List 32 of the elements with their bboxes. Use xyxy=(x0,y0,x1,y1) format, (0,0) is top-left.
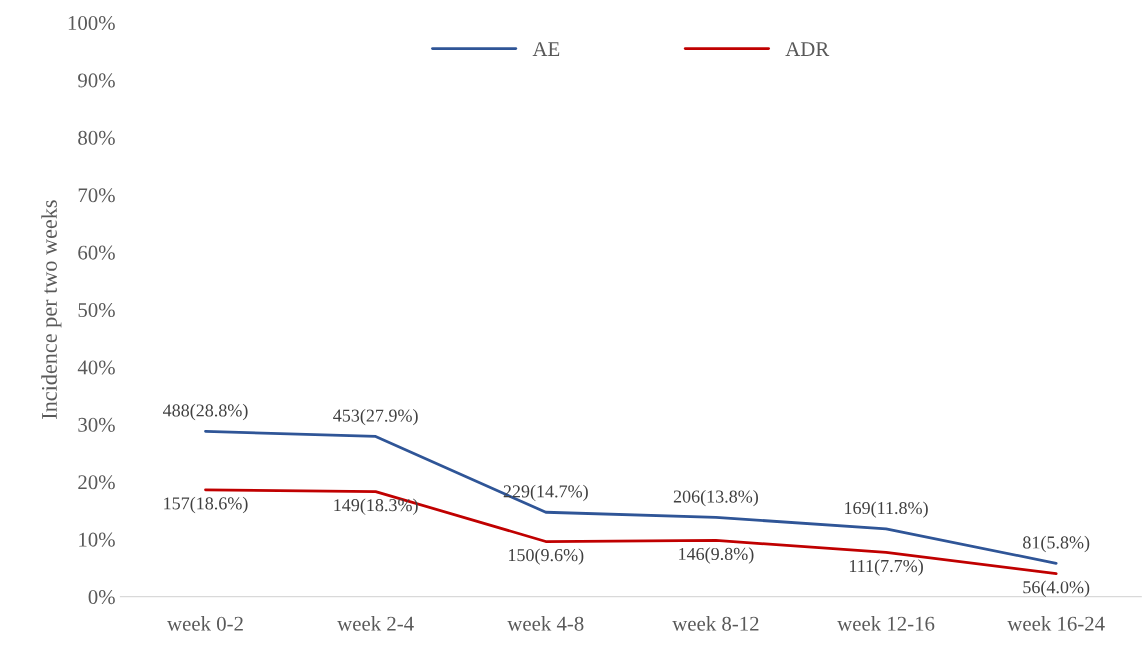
x-tick-label: week 8-12 xyxy=(672,616,759,631)
y-tick-label: 90% xyxy=(78,73,115,88)
data-label: 149(18.3%) xyxy=(334,498,418,515)
data-label: 206(13.8%) xyxy=(673,489,758,507)
data-label: 56(4.0%) xyxy=(1023,580,1090,597)
y-tick-label: 20% xyxy=(78,475,115,490)
y-tick-label: 60% xyxy=(78,245,115,260)
data-label: 146(9.8%) xyxy=(679,547,754,564)
data-label: 453(27.9%) xyxy=(333,408,418,426)
y-axis-title: Incidence per two weeks xyxy=(41,200,62,419)
data-label: 169(11.8%) xyxy=(845,501,928,518)
y-tick-label: 40% xyxy=(77,360,115,375)
x-tick-label: week 16-24 xyxy=(1007,616,1105,631)
data-label: 81(5.8%) xyxy=(1023,535,1090,553)
data-label: 111(7.7%) xyxy=(849,559,923,576)
x-tick-label: week 4-8 xyxy=(507,616,584,631)
y-tick-label: 70% xyxy=(78,188,115,203)
y-tick-label: 80% xyxy=(78,130,115,145)
y-tick-label: 50% xyxy=(78,302,115,318)
data-label: 150(9.6%) xyxy=(509,548,584,565)
x-tick-label: week 12-16 xyxy=(837,616,935,631)
legend-label: AE xyxy=(532,42,560,56)
data-label: 488(28.8%) xyxy=(162,403,248,421)
x-tick-label: week 0-2 xyxy=(167,616,243,631)
y-tick-label: 0% xyxy=(88,590,115,605)
x-tick-label: week 2-4 xyxy=(337,616,414,631)
data-label: 157(18.6%) xyxy=(164,496,248,514)
legend-label: ADR xyxy=(785,42,830,56)
data-label: 229(14.7%) xyxy=(503,484,588,502)
y-tick-label: 10% xyxy=(79,532,115,547)
y-tick-label: 30% xyxy=(78,417,115,432)
y-tick-label: 100% xyxy=(68,15,115,31)
